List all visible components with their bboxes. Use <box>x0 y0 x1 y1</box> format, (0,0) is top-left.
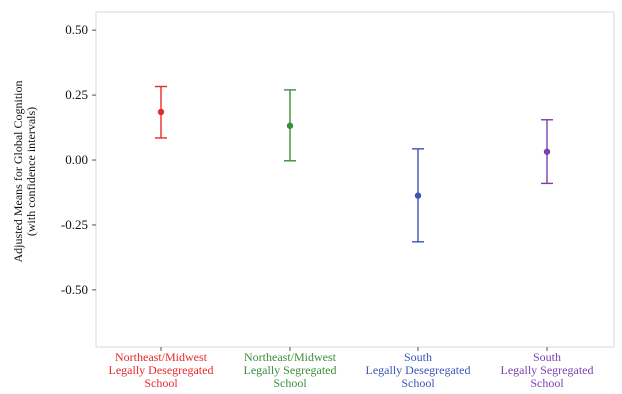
plot-panel <box>95 11 615 348</box>
x-category-label-line: School <box>530 376 564 390</box>
mean-point <box>414 192 422 199</box>
y-tick-label: -0.25 <box>61 217 88 232</box>
x-category-label-line: Legally Desegregated <box>109 363 214 377</box>
axes <box>92 11 615 351</box>
y-axis-title: Adjusted Means for Global Cognition(with… <box>11 81 38 263</box>
x-category-label-line: Northeast/Midwest <box>115 350 208 364</box>
y-axis-title-line: Adjusted Means for Global Cognition <box>11 81 25 263</box>
y-axis-title-line: (with confidence intervals) <box>24 107 38 236</box>
x-category-label-line: School <box>273 376 307 390</box>
x-category-label: Northeast/Midwest Legally Desegregated Sch… <box>109 350 214 390</box>
x-category-label-line: Legally Segregated <box>501 363 594 377</box>
y-tick-label: 0.25 <box>65 87 88 102</box>
y-tick-label: -0.50 <box>61 282 88 297</box>
x-category-label: Northeast/Midwest Legally Segregated Schoo… <box>244 350 337 390</box>
chart-marks <box>155 85 553 243</box>
x-category-label: South Legally Desegregated School <box>366 350 471 390</box>
y-tick-label: 0.00 <box>65 152 88 167</box>
x-category-label-line: Legally Segregated <box>244 363 337 377</box>
x-category-label-line: Northeast/Midwest <box>244 350 337 364</box>
x-category-label-line: School <box>144 376 178 390</box>
y-tick-label: 0.50 <box>65 22 88 37</box>
x-category-label: South Legally Segregated School <box>501 350 594 390</box>
mean-point <box>543 148 551 155</box>
x-category-label-line: Legally Desegregated <box>366 363 471 377</box>
x-category-label-line: South <box>533 350 561 364</box>
x-category-label-line: School <box>401 376 435 390</box>
x-category-label-line: South <box>404 350 432 364</box>
mean-point <box>286 122 294 129</box>
mean-point <box>157 108 165 116</box>
